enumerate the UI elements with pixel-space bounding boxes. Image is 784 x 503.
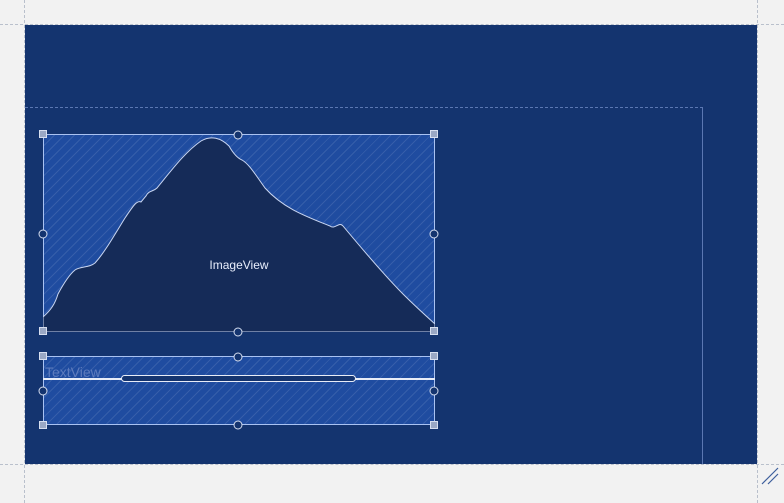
constraint-anchor-bottom[interactable] (233, 327, 243, 337)
top-guide-line (0, 24, 784, 25)
resize-handle-top-left[interactable] (39, 352, 47, 360)
resize-handle-bottom-right[interactable] (430, 421, 438, 429)
constraint-anchor-top[interactable] (233, 130, 243, 140)
constraint-anchor-right[interactable] (429, 229, 439, 239)
bottom-guide-line (0, 464, 784, 465)
resize-grip-icon[interactable] (758, 464, 780, 486)
text-view-widget[interactable] (43, 356, 435, 425)
resize-handle-bottom-left[interactable] (39, 327, 47, 335)
constraint-anchor-top[interactable] (233, 352, 243, 362)
constraint-anchor-left[interactable] (38, 229, 48, 239)
constraint-anchor-bottom[interactable] (233, 420, 243, 430)
constraint-anchor-left[interactable] (38, 386, 48, 396)
text-view-label: TextView (45, 364, 101, 380)
resize-handle-top-left[interactable] (39, 130, 47, 138)
right-guide-line (757, 0, 758, 503)
constraint-anchor-right[interactable] (429, 386, 439, 396)
left-guide-line (24, 0, 25, 503)
resize-handle-top-right[interactable] (430, 130, 438, 138)
baseline-anchor[interactable] (121, 375, 356, 382)
resize-handle-bottom-left[interactable] (39, 421, 47, 429)
image-view-label: ImageView (209, 258, 269, 272)
mountain-placeholder-icon (43, 137, 435, 332)
resize-handle-top-right[interactable] (430, 352, 438, 360)
image-view-widget[interactable] (43, 134, 435, 332)
layout-top-guide (25, 107, 703, 108)
resize-handle-bottom-right[interactable] (430, 327, 438, 335)
layout-right-guide (702, 107, 703, 464)
